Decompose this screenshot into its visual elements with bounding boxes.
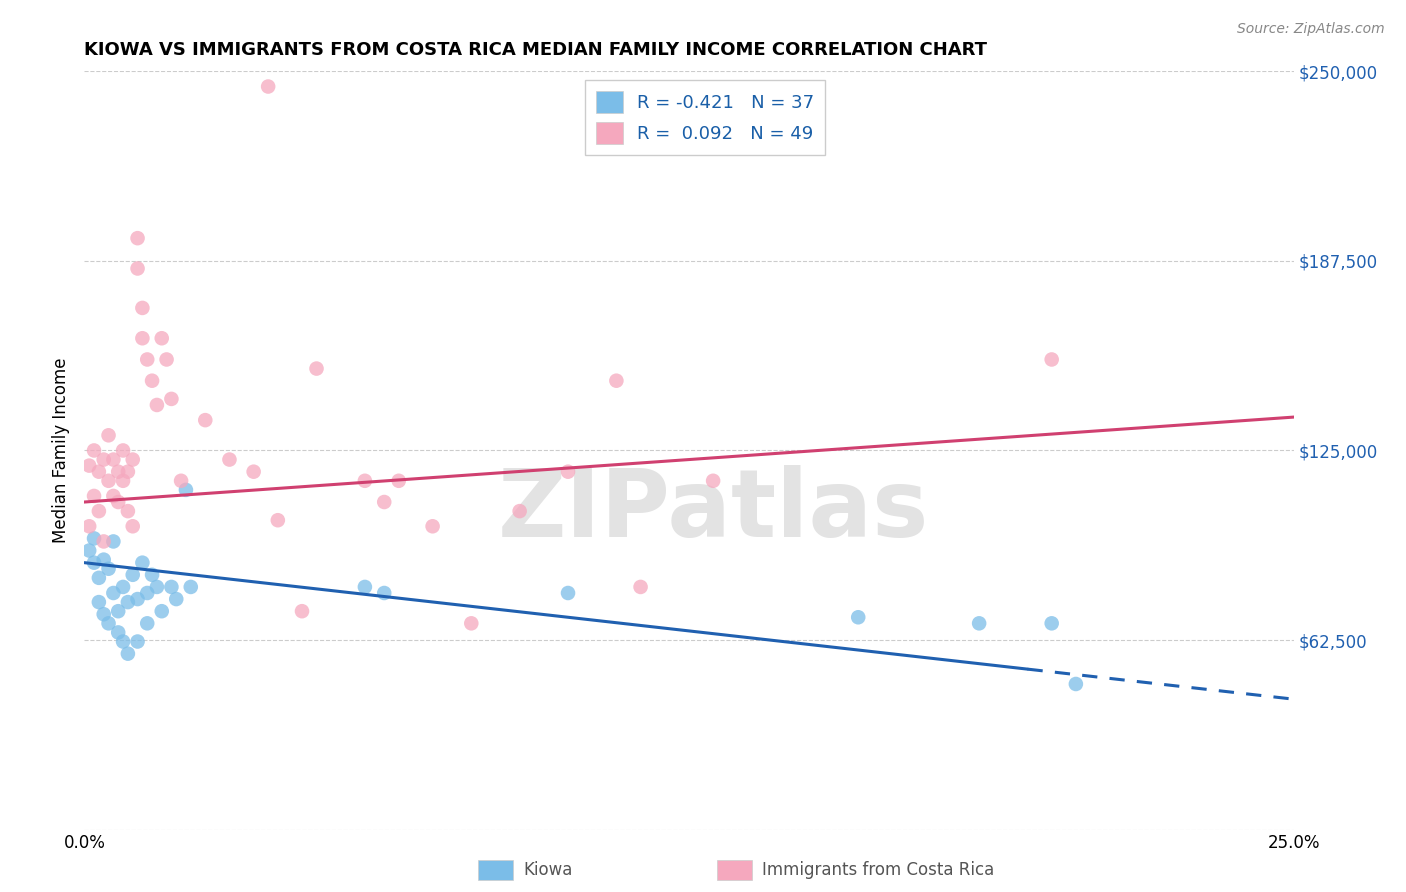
Point [150,331,173,345]
Point [174,483,197,497]
Point [103,534,125,549]
Point [97,616,120,631]
Point [97,562,120,576]
Point [87,595,110,609]
Point [605,374,627,388]
Point [127,261,149,276]
Point [117,504,139,518]
Point [846,610,869,624]
Point [422,519,444,533]
Point [1064,677,1087,691]
Point [93,452,115,467]
Point [107,495,129,509]
Point [218,452,240,467]
Point [1040,352,1063,367]
Point [146,398,169,412]
Point [112,443,135,458]
Point [87,504,110,518]
Point [131,301,153,315]
Point [103,489,125,503]
Text: Immigrants from Costa Rica: Immigrants from Costa Rica [762,861,994,879]
Point [83,532,105,546]
Point [127,231,149,245]
Point [1040,616,1063,631]
Point [83,489,105,503]
Point [77,543,100,558]
Point [131,331,153,345]
Point [83,556,105,570]
Point [388,474,411,488]
Point [121,452,143,467]
Point [242,465,264,479]
Point [354,474,377,488]
Point [150,604,173,618]
Point [160,580,183,594]
Point [103,586,125,600]
Legend: R = -0.421   N = 37, R =  0.092   N = 49: R = -0.421 N = 37, R = 0.092 N = 49 [585,80,825,155]
Text: KIOWA VS IMMIGRANTS FROM COSTA RICA MEDIAN FAMILY INCOME CORRELATION CHART: KIOWA VS IMMIGRANTS FROM COSTA RICA MEDI… [84,41,987,59]
Point [557,586,579,600]
Point [967,616,990,631]
Point [131,556,153,570]
Point [194,413,217,427]
Point [112,634,135,648]
Point [165,592,187,607]
Point [121,519,143,533]
Point [630,580,652,594]
Point [112,474,135,488]
Point [354,580,377,594]
Point [155,352,177,367]
Point [112,580,135,594]
Point [77,519,100,533]
Point [170,474,193,488]
Point [121,567,143,582]
Point [136,586,159,600]
Point [136,352,159,367]
Point [702,474,724,488]
Text: Kiowa: Kiowa [523,861,572,879]
Point [117,595,139,609]
Point [373,586,395,600]
Point [160,392,183,406]
Point [93,607,115,622]
Point [509,504,531,518]
Point [460,616,482,631]
Point [97,474,120,488]
Point [557,465,579,479]
Point [117,647,139,661]
Point [291,604,314,618]
Point [146,580,169,594]
Point [127,634,149,648]
Point [141,567,163,582]
Point [305,361,328,376]
Y-axis label: Median Family Income: Median Family Income [52,358,70,543]
Point [103,452,125,467]
Point [136,616,159,631]
Point [83,443,105,458]
Point [267,513,290,527]
Point [141,374,163,388]
Point [93,534,115,549]
Point [77,458,100,473]
Point [373,495,395,509]
Point [107,625,129,640]
Point [107,465,129,479]
Point [117,465,139,479]
Point [107,604,129,618]
Text: Source: ZipAtlas.com: Source: ZipAtlas.com [1237,22,1385,37]
Point [257,79,280,94]
Point [180,580,202,594]
Point [127,592,149,607]
Point [87,571,110,585]
Point [93,552,115,566]
Point [97,428,120,442]
Point [87,465,110,479]
Text: ZIPatlas: ZIPatlas [498,465,929,558]
